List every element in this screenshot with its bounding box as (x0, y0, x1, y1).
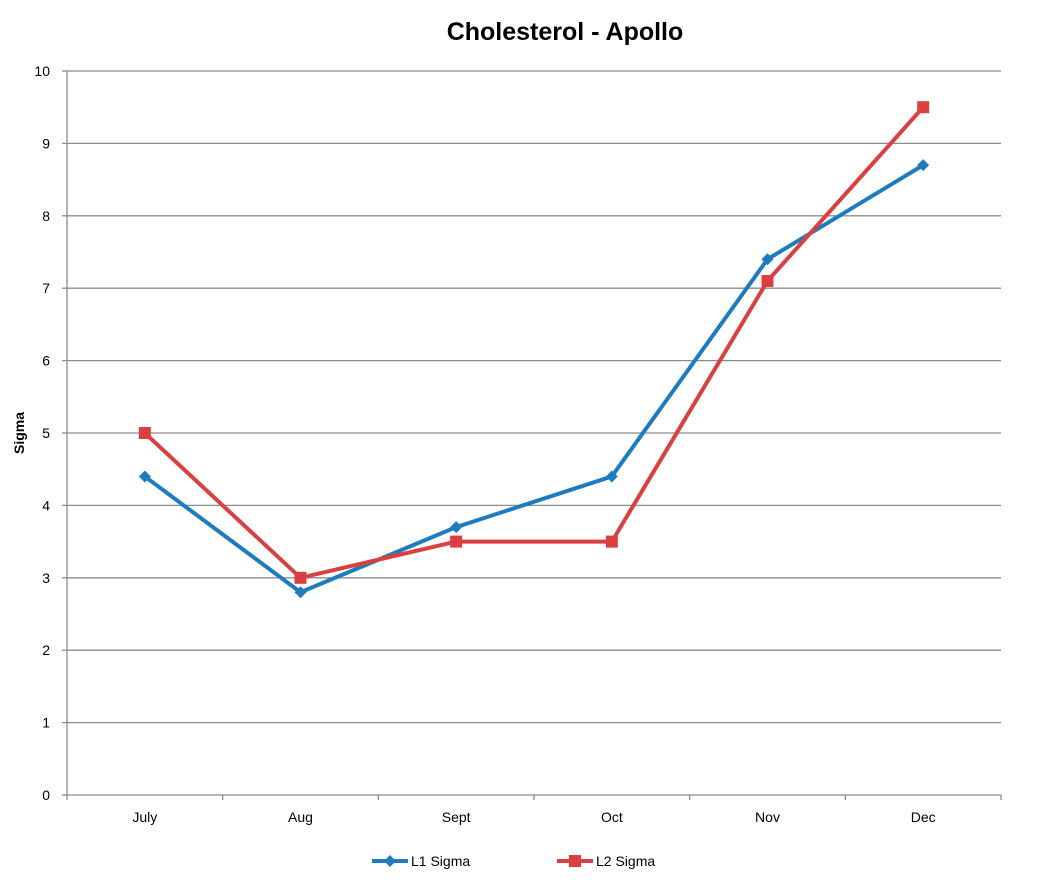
legend-item: L2 Sigma (557, 853, 655, 869)
y-tick-label: 4 (42, 497, 50, 513)
y-tick-label: 0 (42, 787, 50, 803)
x-tick-label: Nov (755, 809, 780, 825)
y-tick-label: 1 (42, 715, 50, 731)
data-point (761, 274, 774, 287)
grid-lines (67, 70, 1001, 724)
data-point (450, 535, 463, 548)
chart-title: Cholesterol - Apollo (447, 18, 684, 46)
y-tick-label: 5 (42, 425, 50, 441)
x-tick-labels: July Aug Sept Oct Nov Dec (132, 809, 935, 825)
y-tick-label: 10 (34, 63, 50, 79)
data-point (605, 535, 618, 548)
data-point (917, 159, 930, 172)
data-point (294, 586, 307, 599)
x-tick-label: Aug (288, 809, 313, 825)
y-tick-label: 8 (42, 208, 50, 224)
legend-label: L2 Sigma (596, 853, 655, 869)
legend-marker (569, 855, 581, 867)
series-2 (138, 101, 930, 584)
legend: L1 Sigma L2 Sigma (372, 853, 655, 869)
data-point (138, 427, 151, 439)
y-tick-label: 2 (42, 642, 50, 658)
data-point (605, 470, 618, 483)
legend-item: L1 Sigma (372, 853, 470, 869)
data-point (294, 571, 307, 584)
y-tick-labels: 0 1 2 3 4 5 6 7 8 9 10 (34, 63, 50, 803)
y-tick-label: 3 (42, 570, 50, 586)
x-tick-label: Dec (911, 809, 936, 825)
axes (62, 70, 1002, 800)
series-line (142, 105, 926, 580)
y-tick-label: 7 (42, 280, 50, 296)
y-axis-label: Sigma (11, 412, 27, 454)
y-tick-label: 9 (42, 135, 50, 151)
x-tick-label: July (132, 809, 157, 825)
x-tick-label: Sept (442, 809, 471, 825)
x-tick-label: Oct (601, 809, 623, 825)
y-tick-label: 6 (42, 353, 50, 369)
data-point (917, 101, 930, 114)
series-line (142, 163, 926, 595)
series-lines (138, 101, 930, 599)
series-1 (138, 159, 930, 599)
data-point (138, 470, 151, 483)
legend-label: L1 Sigma (411, 853, 470, 869)
data-point (450, 521, 463, 534)
legend-marker (384, 855, 396, 867)
data-point (761, 253, 774, 266)
